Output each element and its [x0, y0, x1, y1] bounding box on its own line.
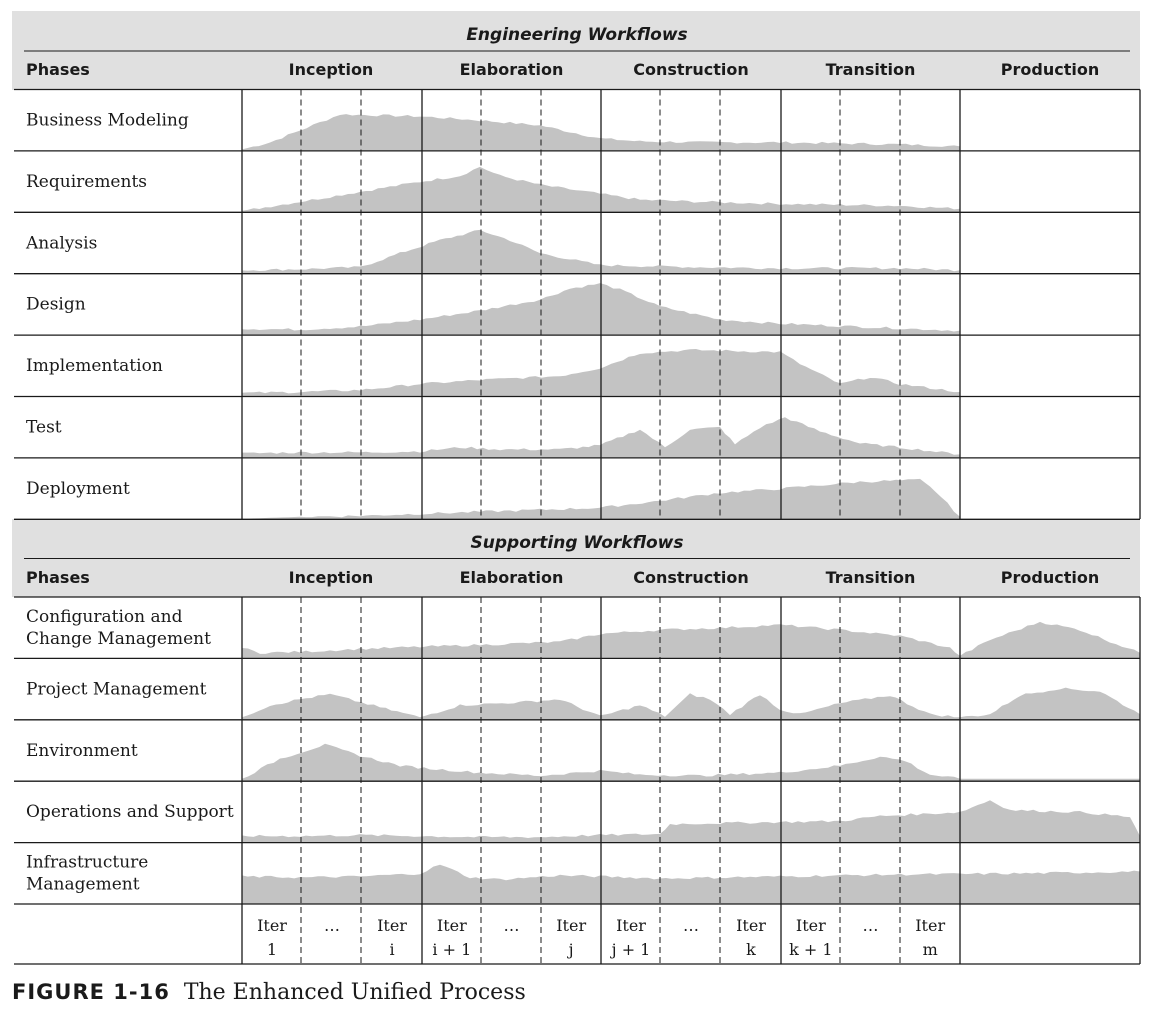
- engineering-phase-elaboration: Elaboration: [460, 60, 564, 79]
- figure-number: FIGURE 1-16: [12, 980, 170, 1004]
- effort-profile-supporting-2: [242, 687, 1140, 720]
- iteration-label: i: [389, 940, 394, 959]
- supporting-title: Supporting Workflows: [471, 533, 684, 553]
- workflow-label: Implementation: [26, 356, 163, 376]
- iteration-label: …: [863, 916, 879, 935]
- engineering-phase-production: Production: [1001, 60, 1099, 79]
- workflow-label: Operations and Support: [26, 802, 234, 822]
- supporting-phase-transition: Transition: [826, 568, 916, 587]
- iteration-label: Iter: [796, 916, 826, 935]
- iteration-label: Iter: [257, 916, 287, 935]
- iteration-label: i + 1: [432, 940, 471, 959]
- engineering-phase-construction: Construction: [633, 60, 749, 79]
- engineering-phases-label: Phases: [26, 60, 90, 79]
- effort-profile-supporting-4: [242, 800, 1140, 843]
- effort-profile-supporting-1: [242, 621, 1140, 658]
- supporting-phase-elaboration: Elaboration: [460, 568, 564, 587]
- workflow-label: Management: [26, 875, 140, 895]
- iteration-label: Iter: [915, 916, 945, 935]
- iteration-label: k + 1: [789, 940, 832, 959]
- effort-profile-supporting-3: [242, 743, 1140, 781]
- iteration-label: …: [504, 916, 520, 935]
- iteration-label: m: [923, 940, 938, 959]
- engineering-phase-inception: Inception: [289, 60, 374, 79]
- workflow-label: Infrastructure: [26, 853, 148, 873]
- supporting-phase-production: Production: [1001, 568, 1099, 587]
- iteration-label: …: [683, 916, 699, 935]
- iteration-label: j + 1: [610, 940, 651, 959]
- iteration-label: j: [567, 940, 574, 959]
- workflow-label: Change Management: [26, 629, 211, 649]
- workflow-label: Test: [26, 418, 62, 438]
- workflow-label: Deployment: [26, 479, 130, 499]
- figure-caption: FIGURE 1-16 The Enhanced Unified Process: [12, 980, 526, 1005]
- workflow-label: Environment: [26, 741, 138, 761]
- iteration-label: Iter: [556, 916, 586, 935]
- workflow-label: Project Management: [26, 679, 207, 699]
- engineering-title: Engineering Workflows: [466, 25, 687, 45]
- supporting-phases-label: Phases: [26, 568, 90, 587]
- iteration-label: k: [746, 940, 756, 959]
- workflow-label: Configuration and: [26, 607, 183, 627]
- workflow-label: Design: [26, 295, 86, 315]
- effort-profile-supporting-5: [242, 864, 1140, 904]
- iteration-label: …: [324, 916, 340, 935]
- iteration-label: Iter: [437, 916, 467, 935]
- eup-diagram: Engineering Workflows Supporting Workflow…: [12, 11, 1141, 965]
- figure-title: The Enhanced Unified Process: [183, 980, 526, 1005]
- workflow-label: Requirements: [26, 172, 147, 192]
- iteration-label: Iter: [616, 916, 646, 935]
- iteration-label: 1: [267, 940, 277, 959]
- workflow-label: Analysis: [25, 233, 97, 253]
- supporting-phase-inception: Inception: [289, 568, 374, 587]
- workflow-label: Business Modeling: [26, 111, 189, 131]
- iteration-label: Iter: [736, 916, 766, 935]
- iteration-label: Iter: [377, 916, 407, 935]
- engineering-phase-transition: Transition: [826, 60, 916, 79]
- supporting-phase-construction: Construction: [633, 568, 749, 587]
